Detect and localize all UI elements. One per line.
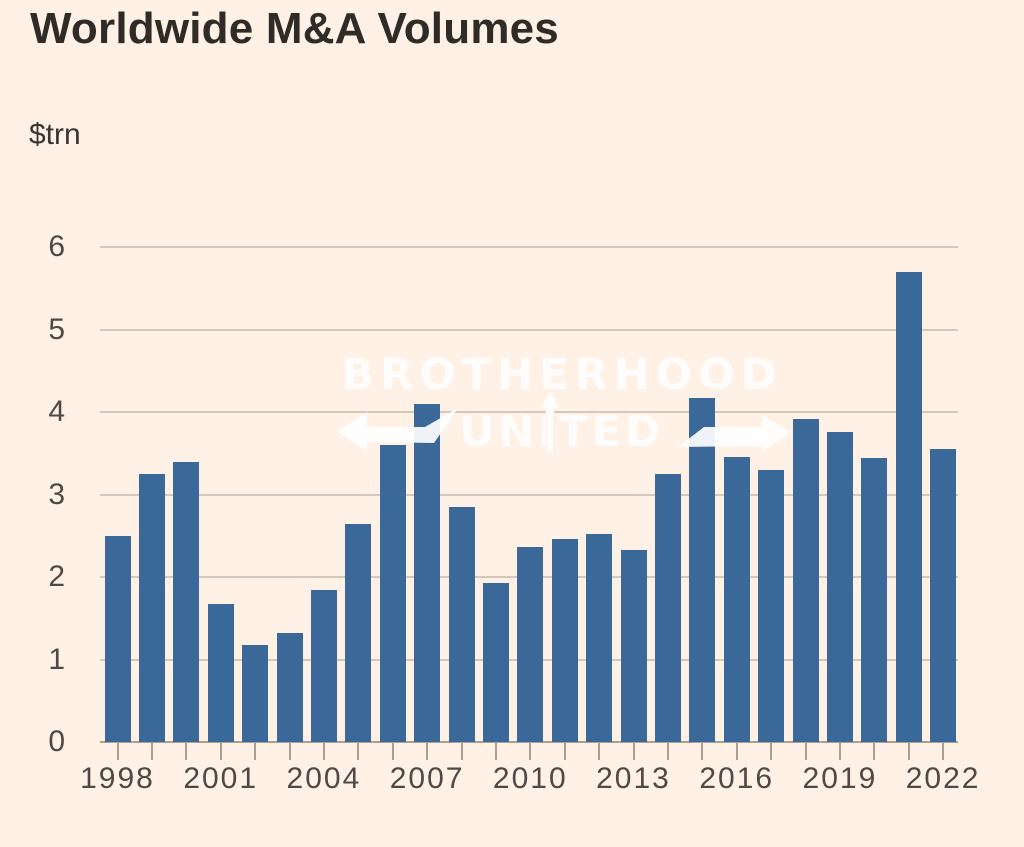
bar-2006 xyxy=(379,445,406,742)
bar-2013 xyxy=(620,549,647,742)
x-tick-2009 xyxy=(494,743,497,760)
x-tick-2018 xyxy=(804,743,807,760)
bar-2012 xyxy=(586,534,613,742)
bar-2000 xyxy=(173,461,200,742)
x-tick-2022 xyxy=(942,743,945,760)
y-axis-label-1: 1 xyxy=(48,642,66,676)
x-tick-2001 xyxy=(219,743,222,760)
x-tick-2011 xyxy=(563,743,566,760)
x-tick-2014 xyxy=(666,743,669,760)
x-tick-2021 xyxy=(907,743,910,760)
bar-2017 xyxy=(758,470,785,742)
x-axis-label-2001: 2001 xyxy=(183,762,259,795)
x-axis-label-2013: 2013 xyxy=(596,762,671,795)
x-tick-2015 xyxy=(701,743,704,760)
y-axis-label-6: 6 xyxy=(48,230,66,264)
chart-title: Worldwide M&A Volumes xyxy=(30,4,559,53)
bar-2005 xyxy=(345,523,372,742)
x-tick-2005 xyxy=(357,743,360,760)
bar-2021 xyxy=(895,272,922,742)
bar-2022 xyxy=(930,449,957,742)
x-axis-line xyxy=(100,741,958,743)
x-tick-1998 xyxy=(116,743,119,760)
x-tick-2007 xyxy=(426,743,429,760)
bar-2010 xyxy=(517,546,544,742)
gridline-6 xyxy=(100,246,958,249)
bar-2002 xyxy=(242,644,269,742)
x-tick-2002 xyxy=(254,743,257,760)
bar-2007 xyxy=(414,404,441,742)
bar-2015 xyxy=(689,398,716,742)
gridline-3 xyxy=(100,493,958,496)
y-axis-label-0: 0 xyxy=(48,725,66,758)
bar-2001 xyxy=(207,604,234,742)
y-axis-label-5: 5 xyxy=(48,312,66,346)
bar-1999 xyxy=(138,474,165,742)
x-axis-label-2010: 2010 xyxy=(492,762,568,795)
gridline-5 xyxy=(100,328,958,331)
x-tick-2010 xyxy=(529,743,532,760)
y-axis-label-4: 4 xyxy=(48,395,66,429)
bar-2003 xyxy=(276,633,303,742)
x-tick-2008 xyxy=(460,743,463,760)
bar-2019 xyxy=(826,432,853,742)
x-tick-2019 xyxy=(838,743,841,760)
bar-2004 xyxy=(310,589,337,742)
x-axis-label-2004: 2004 xyxy=(286,762,362,795)
x-tick-2000 xyxy=(185,743,188,760)
x-tick-2020 xyxy=(873,743,876,760)
x-axis-label-1998: 1998 xyxy=(80,762,155,795)
x-tick-2006 xyxy=(391,743,394,760)
x-tick-2017 xyxy=(770,743,773,760)
x-tick-2012 xyxy=(598,743,601,760)
x-tick-2003 xyxy=(288,743,291,760)
bar-2008 xyxy=(448,507,475,742)
y-axis-label-2: 2 xyxy=(48,560,66,594)
x-axis-label-2007: 2007 xyxy=(389,762,465,795)
bar-2020 xyxy=(861,457,888,742)
x-tick-2013 xyxy=(632,743,635,760)
y-axis-label-3: 3 xyxy=(48,477,66,511)
bar-1998 xyxy=(104,535,131,742)
x-tick-2004 xyxy=(322,743,325,760)
x-tick-2016 xyxy=(735,743,738,760)
bar-2014 xyxy=(654,474,681,742)
bar-2018 xyxy=(792,418,819,742)
y-axis-unit-label: $trn xyxy=(29,118,81,151)
x-axis-label-2016: 2016 xyxy=(699,762,775,795)
x-axis-label-2022: 2022 xyxy=(905,762,981,795)
bar-2011 xyxy=(551,539,578,742)
bar-2016 xyxy=(723,456,750,742)
gridline-4 xyxy=(100,411,958,414)
bar-2009 xyxy=(482,582,509,742)
x-tick-1999 xyxy=(150,743,153,760)
x-axis-label-2019: 2019 xyxy=(802,762,878,795)
